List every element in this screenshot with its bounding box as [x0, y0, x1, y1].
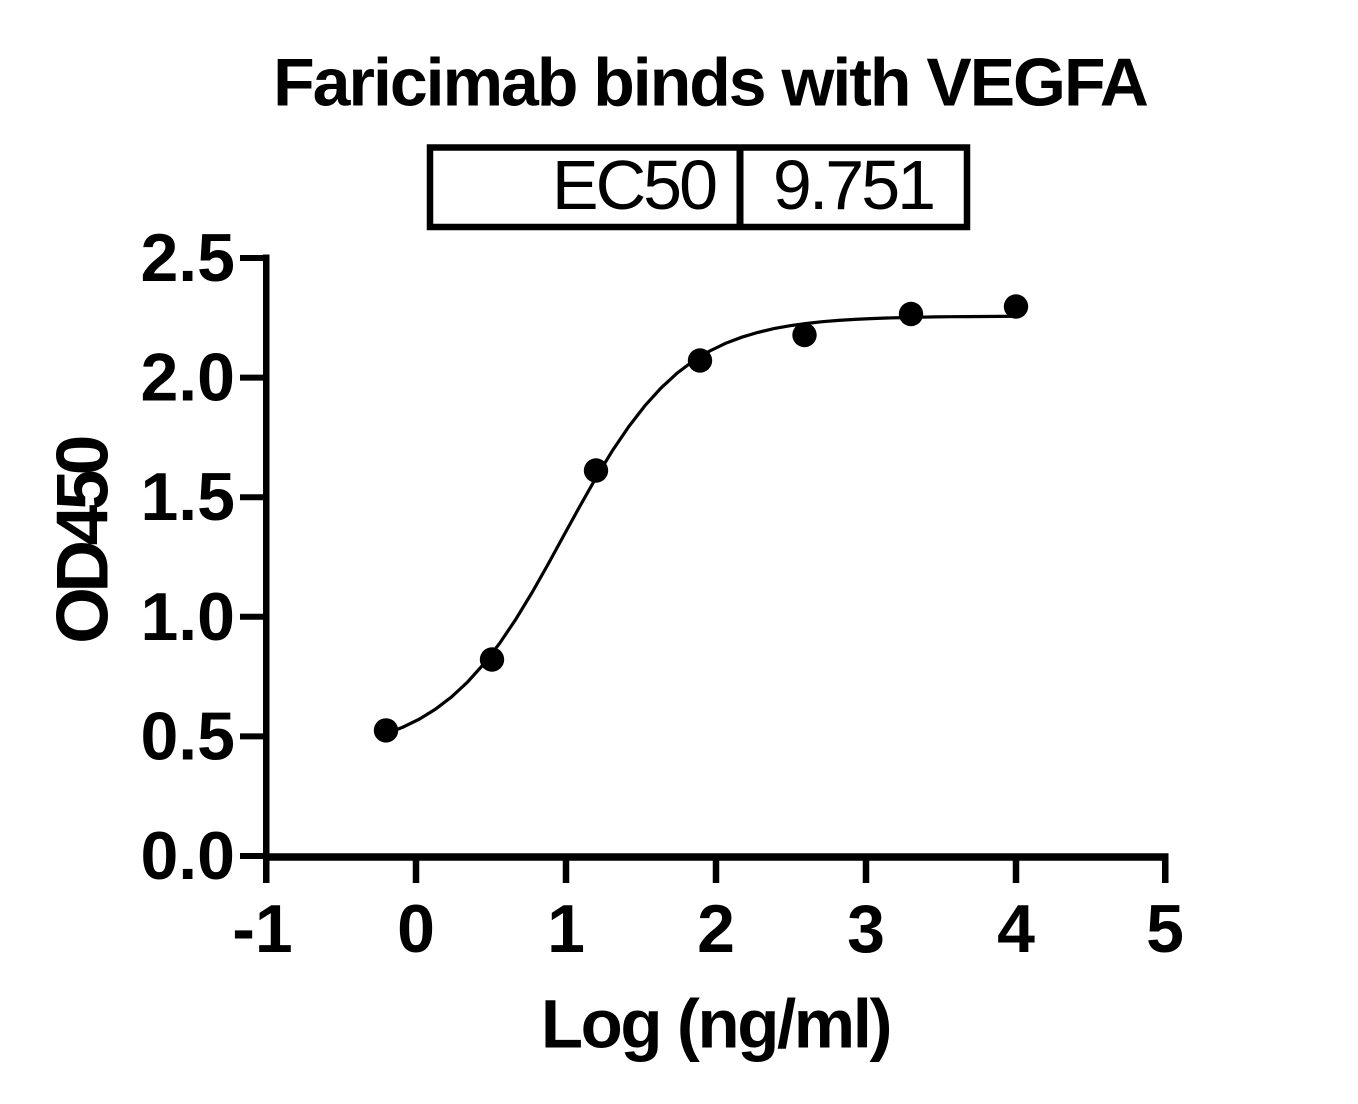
svg-text:0.5: 0.5 [140, 698, 235, 774]
svg-text:4: 4 [997, 891, 1035, 967]
svg-text:EC50: EC50 [552, 146, 716, 224]
svg-text:-1: -1 [232, 891, 292, 967]
svg-text:5: 5 [1146, 891, 1184, 967]
svg-text:0: 0 [397, 891, 435, 967]
svg-text:9.751: 9.751 [773, 146, 933, 224]
svg-text:2.5: 2.5 [140, 220, 235, 296]
svg-text:Log (ng/ml): Log (ng/ml) [541, 986, 890, 1063]
svg-text:Faricimab binds with VEGFA: Faricimab binds with VEGFA [273, 45, 1148, 121]
svg-text:1: 1 [547, 891, 585, 967]
svg-text:2: 2 [697, 891, 735, 967]
svg-text:1.5: 1.5 [140, 459, 235, 535]
svg-text:0.0: 0.0 [140, 818, 235, 894]
svg-text:OD450: OD450 [43, 437, 124, 644]
svg-text:1.0: 1.0 [140, 579, 235, 655]
svg-text:2.0: 2.0 [140, 340, 235, 416]
svg-text:3: 3 [847, 891, 885, 967]
